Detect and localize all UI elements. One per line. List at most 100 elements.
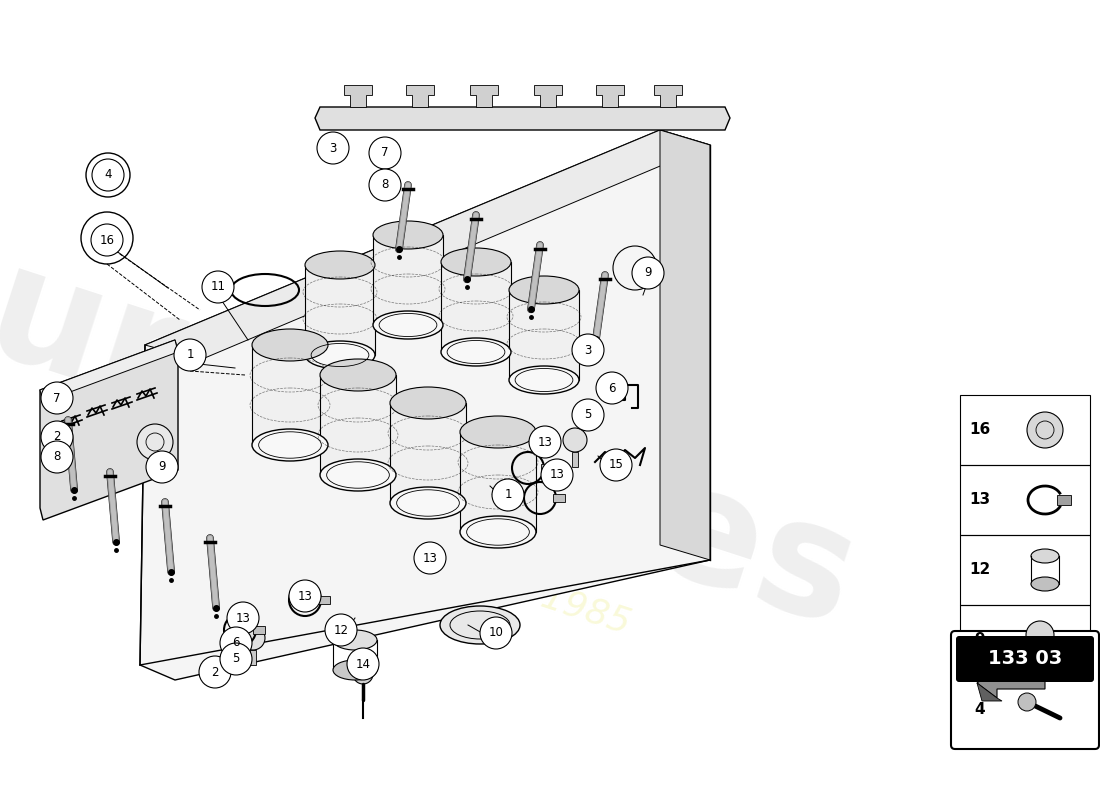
Circle shape bbox=[600, 449, 632, 481]
Text: 3: 3 bbox=[329, 142, 337, 154]
Circle shape bbox=[91, 224, 123, 256]
Circle shape bbox=[41, 382, 73, 414]
Circle shape bbox=[202, 271, 234, 303]
Polygon shape bbox=[660, 130, 710, 560]
Circle shape bbox=[289, 580, 321, 612]
Ellipse shape bbox=[509, 366, 579, 394]
Text: 8: 8 bbox=[53, 450, 60, 463]
Ellipse shape bbox=[1031, 577, 1059, 591]
Text: 13: 13 bbox=[422, 551, 438, 565]
Bar bbox=[541, 464, 553, 472]
Circle shape bbox=[541, 459, 573, 491]
Circle shape bbox=[92, 159, 124, 191]
Text: 7: 7 bbox=[382, 146, 388, 159]
Circle shape bbox=[346, 648, 380, 680]
Circle shape bbox=[41, 421, 73, 453]
Ellipse shape bbox=[252, 429, 328, 461]
Text: 6: 6 bbox=[232, 637, 240, 650]
Text: 4: 4 bbox=[975, 702, 986, 718]
Circle shape bbox=[572, 399, 604, 431]
Text: 13: 13 bbox=[235, 611, 251, 625]
Circle shape bbox=[1018, 693, 1036, 711]
Polygon shape bbox=[305, 265, 375, 355]
Polygon shape bbox=[509, 290, 579, 380]
Ellipse shape bbox=[460, 516, 536, 548]
Circle shape bbox=[572, 334, 604, 366]
Bar bbox=[960, 395, 1090, 465]
Text: 1: 1 bbox=[186, 349, 194, 362]
Ellipse shape bbox=[460, 416, 536, 448]
Bar bbox=[253, 626, 265, 634]
Circle shape bbox=[492, 479, 524, 511]
Circle shape bbox=[241, 626, 265, 650]
Bar bbox=[960, 535, 1090, 605]
Circle shape bbox=[174, 339, 206, 371]
Text: 14: 14 bbox=[355, 658, 371, 670]
Circle shape bbox=[227, 602, 258, 634]
Ellipse shape bbox=[373, 221, 443, 249]
Text: 13: 13 bbox=[538, 435, 552, 449]
Polygon shape bbox=[406, 85, 434, 107]
Text: 1: 1 bbox=[504, 489, 512, 502]
Bar bbox=[960, 675, 1090, 745]
Text: 2: 2 bbox=[211, 666, 219, 678]
Circle shape bbox=[317, 132, 349, 164]
Circle shape bbox=[324, 614, 358, 646]
Bar bbox=[318, 596, 330, 604]
Ellipse shape bbox=[441, 338, 512, 366]
Polygon shape bbox=[344, 85, 372, 107]
Polygon shape bbox=[373, 235, 443, 325]
Text: 5: 5 bbox=[232, 653, 240, 666]
Circle shape bbox=[353, 664, 373, 684]
Circle shape bbox=[220, 643, 252, 675]
Circle shape bbox=[596, 372, 628, 404]
Ellipse shape bbox=[1031, 549, 1059, 563]
Circle shape bbox=[220, 627, 252, 659]
Text: 9: 9 bbox=[975, 633, 986, 647]
Polygon shape bbox=[252, 345, 328, 445]
Text: 8: 8 bbox=[382, 178, 388, 191]
Circle shape bbox=[146, 451, 178, 483]
Circle shape bbox=[480, 617, 512, 649]
Circle shape bbox=[529, 426, 561, 458]
Polygon shape bbox=[441, 262, 512, 352]
Circle shape bbox=[414, 542, 446, 574]
Text: 9: 9 bbox=[645, 266, 651, 279]
Text: 12: 12 bbox=[969, 562, 991, 578]
Polygon shape bbox=[315, 107, 730, 130]
Ellipse shape bbox=[509, 276, 579, 304]
Text: 133 03: 133 03 bbox=[988, 650, 1063, 669]
Text: a passion for parts since 1985: a passion for parts since 1985 bbox=[106, 439, 635, 641]
Ellipse shape bbox=[390, 387, 466, 419]
Ellipse shape bbox=[305, 251, 375, 279]
Text: 11: 11 bbox=[210, 281, 225, 294]
Polygon shape bbox=[40, 340, 178, 520]
Text: 3: 3 bbox=[584, 343, 592, 357]
Text: 13: 13 bbox=[969, 493, 991, 507]
Polygon shape bbox=[390, 403, 466, 503]
Ellipse shape bbox=[373, 311, 443, 339]
Bar bbox=[1057, 495, 1071, 505]
Bar bbox=[572, 452, 578, 467]
Text: 15: 15 bbox=[608, 458, 624, 471]
Circle shape bbox=[1026, 621, 1054, 649]
Circle shape bbox=[368, 169, 402, 201]
FancyBboxPatch shape bbox=[952, 631, 1099, 749]
Polygon shape bbox=[977, 668, 1045, 698]
Polygon shape bbox=[145, 130, 710, 360]
Ellipse shape bbox=[441, 248, 512, 276]
Polygon shape bbox=[320, 375, 396, 475]
Text: 4: 4 bbox=[104, 169, 112, 182]
Polygon shape bbox=[654, 85, 682, 107]
Ellipse shape bbox=[252, 329, 328, 361]
Circle shape bbox=[138, 424, 173, 460]
Circle shape bbox=[1027, 412, 1063, 448]
Text: 13: 13 bbox=[550, 469, 564, 482]
Text: 2: 2 bbox=[53, 430, 60, 443]
Bar bbox=[960, 605, 1090, 675]
Polygon shape bbox=[596, 85, 624, 107]
Circle shape bbox=[368, 137, 402, 169]
FancyBboxPatch shape bbox=[956, 636, 1094, 682]
Polygon shape bbox=[470, 85, 498, 107]
Text: 9: 9 bbox=[158, 461, 166, 474]
